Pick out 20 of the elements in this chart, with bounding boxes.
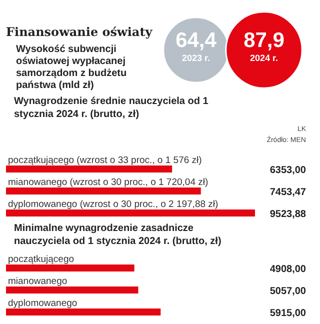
data-label: 64,4 <box>176 29 217 52</box>
y-tick-label: mianowanego (wzrost o 30 proc., o 1 720,04 zł) <box>8 177 208 188</box>
category-label: 2024 r. <box>250 53 278 63</box>
data-label: 5915,00 <box>270 308 306 319</box>
data-label: 6353,00 <box>270 165 306 176</box>
category-label: 2023 r. <box>182 53 210 63</box>
y-tick-label: dyplomowanego <box>8 298 78 309</box>
data-label: 7453,47 <box>270 187 306 198</box>
y-tick-label: początkującego <box>8 254 74 265</box>
data-label: 9523,88 <box>270 209 306 220</box>
text: Wysokość subwencji oświatowej wypłacanej samorządom z budżetu państwa (mld zł) <box>16 44 127 91</box>
data-label: 4908,00 <box>270 264 306 275</box>
data-label: 87,9 <box>244 29 284 52</box>
y-tick-label: początkującego (wzrost o 33 proc., o 1 576 zł) <box>8 155 202 166</box>
text: Finansowanie oświaty <box>6 25 154 39</box>
data-label: 5057,00 <box>270 286 306 297</box>
chart-title: Minimalne wynagrodzenie zasadnicze nauczyciela od 1 stycznia 2024 r. (brutto, zł) <box>14 223 222 247</box>
y-tick-label: mianowanego <box>8 276 68 287</box>
y-tick-label: dyplomowanego (wzrost o 30 proc., o 2 197,88 zł) <box>8 199 218 210</box>
chart-title: Wynagrodzenie średnie nauczyciela od 1 stycznia 2024 r. (brutto, zł) <box>14 96 209 120</box>
